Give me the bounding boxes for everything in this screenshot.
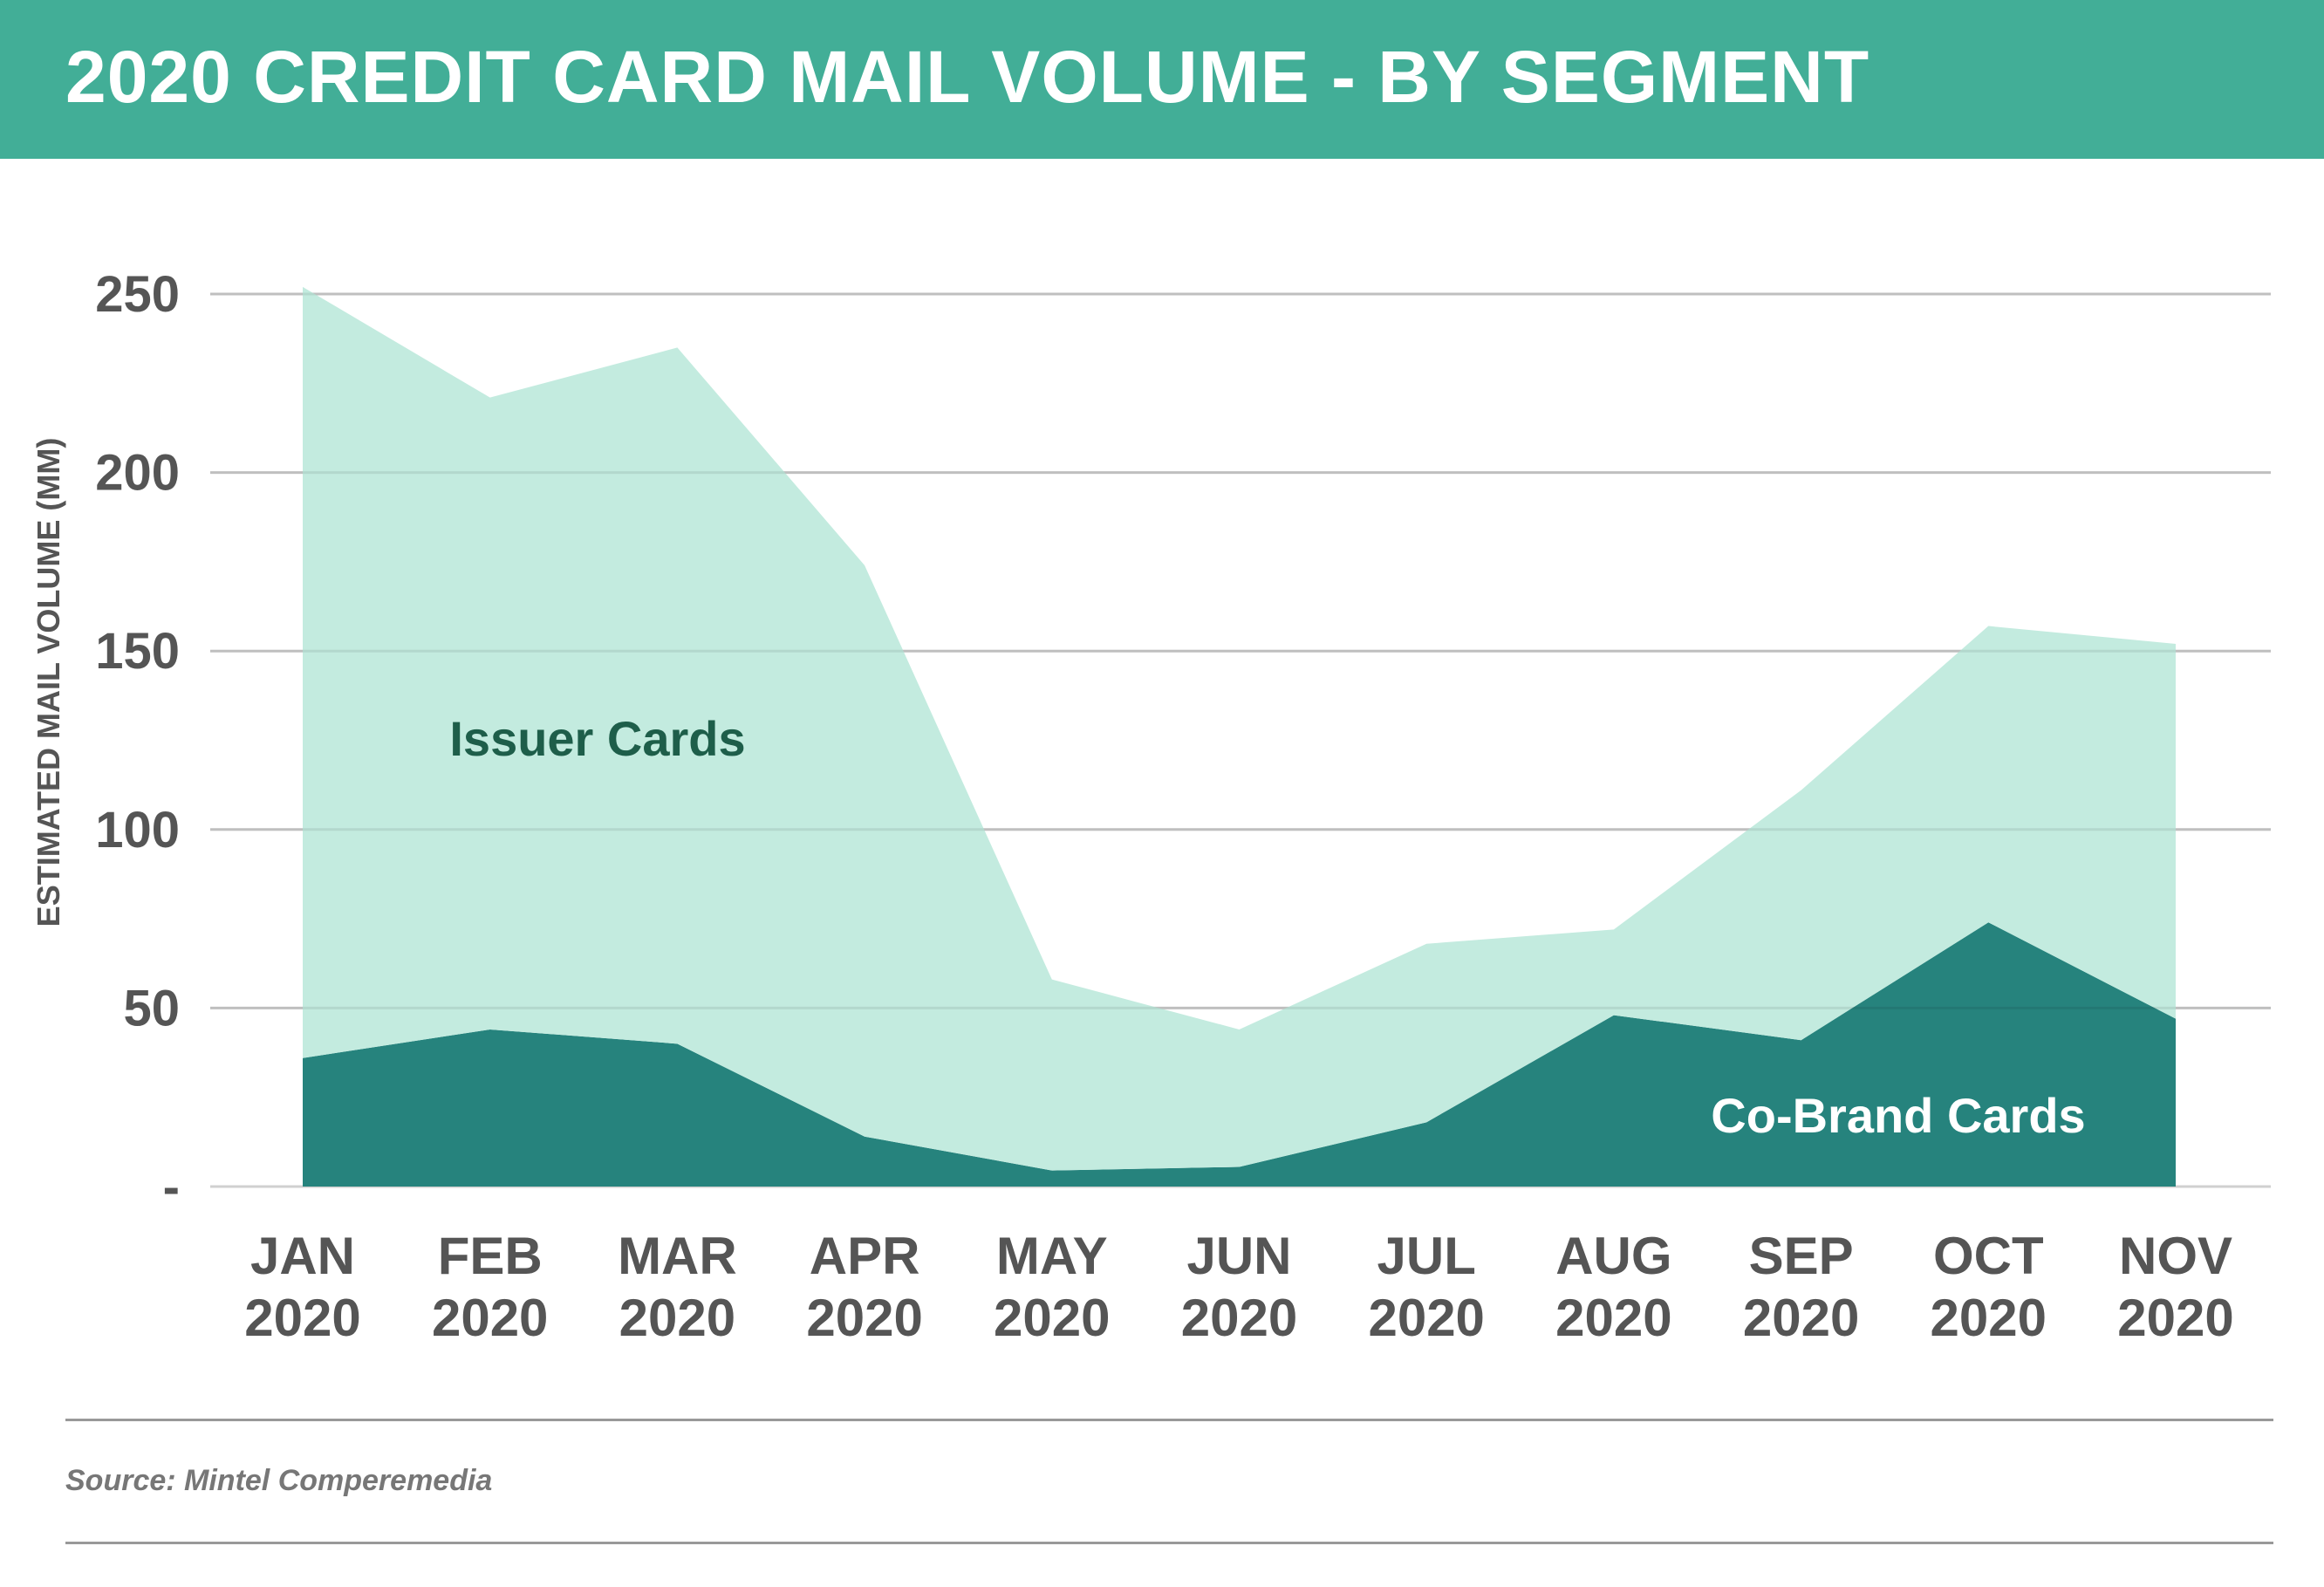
x-tick-label: AUG bbox=[1555, 1227, 1671, 1285]
series-labels: Co-Brand Cards Issuer Cards bbox=[449, 711, 2085, 1143]
divider-bottom bbox=[65, 1542, 2273, 1544]
x-tick-label: 2020 bbox=[1368, 1289, 1484, 1347]
series-label: Co-Brand Cards bbox=[1711, 1088, 2085, 1143]
x-tick-labels: JAN2020FEB2020MAR2020APR2020MAY2020JUN20… bbox=[244, 1227, 2233, 1347]
x-tick-label: 2020 bbox=[244, 1289, 360, 1347]
areas bbox=[210, 286, 2271, 1187]
area-issuer-cards bbox=[303, 286, 2176, 1171]
x-tick-label: 2020 bbox=[2117, 1289, 2233, 1347]
x-tick-label: 2020 bbox=[619, 1289, 735, 1347]
y-axis-label: ESTIMATED MAIL VOLUME (MM) bbox=[31, 437, 66, 927]
y-tick-label: 100 bbox=[95, 802, 180, 858]
x-tick-label: APR bbox=[810, 1227, 920, 1285]
y-tick-label: 250 bbox=[95, 266, 180, 323]
x-tick-label: OCT bbox=[1933, 1227, 2044, 1285]
x-tick-label: 2020 bbox=[806, 1289, 922, 1347]
title-bar: 2020 CREDIT CARD MAIL VOLUME - BY SEGMEN… bbox=[0, 0, 2324, 159]
x-tick-label: JUN bbox=[1186, 1227, 1291, 1285]
y-tick-label: 50 bbox=[123, 980, 180, 1036]
x-tick-label: 2020 bbox=[1931, 1289, 2047, 1347]
y-tick-label: - bbox=[163, 1159, 180, 1215]
x-tick-label: SEP bbox=[1749, 1227, 1854, 1285]
x-tick-label: MAY bbox=[996, 1227, 1108, 1285]
y-tick-label: 200 bbox=[95, 445, 180, 502]
x-tick-label: MAR bbox=[618, 1227, 737, 1285]
chart-title: 2020 CREDIT CARD MAIL VOLUME - BY SEGMEN… bbox=[65, 36, 1870, 118]
x-tick-label: 2020 bbox=[432, 1289, 548, 1347]
x-tick-label: JAN bbox=[250, 1227, 355, 1285]
x-tick-label: NOV bbox=[2119, 1227, 2232, 1285]
x-tick-label: 2020 bbox=[1555, 1289, 1671, 1347]
divider-top bbox=[65, 1419, 2273, 1421]
x-tick-label: 2020 bbox=[994, 1289, 1110, 1347]
series-label: Issuer Cards bbox=[449, 711, 745, 766]
source-note: Source: Mintel Comperemedia bbox=[65, 1464, 493, 1497]
x-tick-label: FEB bbox=[438, 1227, 543, 1285]
x-tick-label: 2020 bbox=[1181, 1289, 1297, 1347]
x-tick-label: 2020 bbox=[1743, 1289, 1859, 1347]
area-co-brand-cards bbox=[303, 922, 2176, 1187]
x-tick-label: JUL bbox=[1377, 1227, 1476, 1285]
y-tick-labels: - 50 100 150 200 250 bbox=[95, 266, 180, 1215]
y-tick-label: 150 bbox=[95, 623, 180, 680]
